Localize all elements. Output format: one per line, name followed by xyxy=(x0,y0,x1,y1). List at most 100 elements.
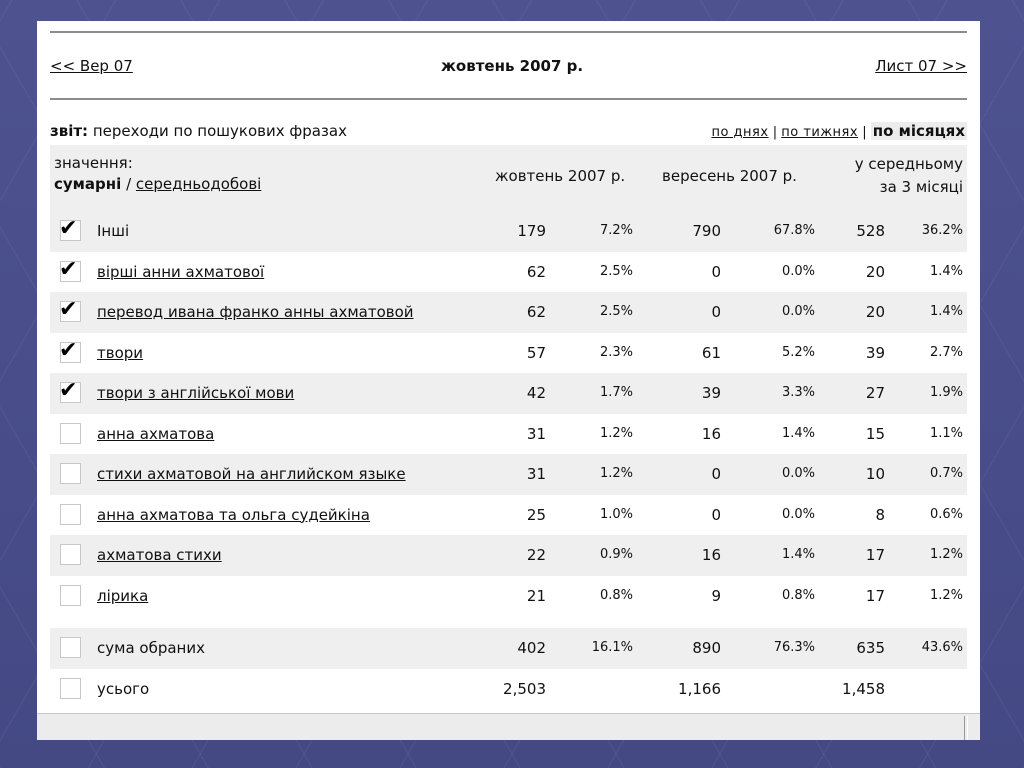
table-header: значення: сумарні / середньодобові жовте… xyxy=(50,145,967,211)
september-count: 39 xyxy=(701,384,721,402)
row-checkbox[interactable] xyxy=(60,584,81,606)
view-by-weeks-link[interactable]: по тижнях xyxy=(781,125,859,140)
october-percent: 1.2% xyxy=(599,425,633,441)
phrase-link[interactable]: стихи ахматовой на английском языке xyxy=(97,465,406,483)
phrase-link[interactable]: ахматова стихи xyxy=(97,546,222,564)
row-checkbox[interactable]: ✔ xyxy=(59,216,81,241)
average-percent: 0.7% xyxy=(929,466,963,481)
phrases-table: ✔ Інші 179 7.2% 790 67.8% 528 36.2% ✔ вірші анни … xyxy=(50,211,967,709)
table-row: ✔ вірші анни ахматової 62 2.5% 0 0.0% 20 1.4% xyxy=(50,252,967,293)
october-percent: 16.1% xyxy=(591,640,633,655)
row-checkbox[interactable]: ✔ xyxy=(59,297,81,322)
october-count: 22 xyxy=(526,546,546,564)
september-count: 790 xyxy=(692,222,721,240)
report-prefix: звіт: xyxy=(50,122,89,140)
next-month-link[interactable]: Лист 07 >> xyxy=(875,57,967,75)
september-percent: 0.8% xyxy=(781,587,815,603)
row-checkbox[interactable]: ✔ xyxy=(59,378,81,403)
row-label: усього xyxy=(97,679,150,698)
september-count: 0 xyxy=(711,505,721,524)
checkmark-icon: ✔ xyxy=(59,216,78,241)
average-count: 15 xyxy=(865,424,885,443)
average-percent: 1.4% xyxy=(929,263,963,279)
row-checkbox[interactable] xyxy=(60,544,81,565)
october-count: 21 xyxy=(526,586,546,605)
table-row: ✔ твори з англійської мови 42 1.7% 39 3.3% 27 1… xyxy=(50,373,967,414)
october-count: 31 xyxy=(526,465,546,483)
average-percent: 36.2% xyxy=(921,223,963,238)
october-count: 57 xyxy=(526,343,546,362)
october-count: 62 xyxy=(526,303,546,321)
period-switcher: по днях | по тижнях | по місяцях xyxy=(711,122,967,140)
table-row: ✔ Інші 179 7.2% 790 67.8% 528 36.2% xyxy=(50,211,967,252)
column-header-october: жовтень 2007 р. xyxy=(495,167,626,185)
september-percent: 67.8% xyxy=(773,223,815,238)
table-row: лірика 21 0.8% 9 0.8% 17 1.2% xyxy=(50,576,967,617)
values-daily-link[interactable]: середньодобові xyxy=(135,175,262,193)
october-percent: 0.9% xyxy=(599,547,633,562)
october-percent: 1.0% xyxy=(599,506,633,522)
table-row: ахматова стихи 22 0.9% 16 1.4% 17 1.2% xyxy=(50,535,967,576)
row-checkbox[interactable]: ✔ xyxy=(59,256,81,282)
october-count: 62 xyxy=(526,262,546,281)
phrase-link[interactable]: твори з англійської мови xyxy=(97,384,295,402)
resize-grip[interactable] xyxy=(964,716,968,740)
row-checkbox[interactable]: ✔ xyxy=(59,337,81,363)
october-count: 2,503 xyxy=(503,679,546,698)
average-percent: 2.7% xyxy=(929,344,963,360)
average-count: 20 xyxy=(865,303,885,321)
september-percent: 5.2% xyxy=(781,344,815,360)
average-count: 528 xyxy=(856,222,885,240)
checkmark-icon: ✔ xyxy=(59,297,78,322)
values-sum-current: сумарні xyxy=(54,175,122,193)
average-percent: 1.9% xyxy=(929,385,963,400)
row-checkbox[interactable] xyxy=(60,422,81,444)
phrase-link[interactable]: твори xyxy=(97,343,144,362)
column-header-september: вересень 2007 р. xyxy=(662,167,797,185)
row-checkbox[interactable] xyxy=(60,503,81,525)
checkmark-icon: ✔ xyxy=(59,378,78,403)
row-label: сума обраних xyxy=(97,639,205,657)
previous-month-link[interactable]: << Вер 07 xyxy=(50,57,133,75)
october-count: 31 xyxy=(526,424,546,443)
checkmark-icon: ✔ xyxy=(59,256,78,282)
phrase-link[interactable]: анна ахматова та ольга судейкіна xyxy=(97,505,370,524)
september-percent: 0.0% xyxy=(781,506,815,522)
table-row: анна ахматова та ольга судейкіна 25 1.0% 0 0… xyxy=(50,495,967,536)
september-count: 0 xyxy=(711,262,721,281)
september-percent: 0.0% xyxy=(781,466,815,481)
view-separator: | xyxy=(862,125,867,140)
current-month-title: жовтень 2007 р. xyxy=(441,57,584,75)
view-separator: | xyxy=(772,125,778,140)
average-count: 27 xyxy=(865,384,885,402)
phrase-link[interactable]: вірші анни ахматової xyxy=(97,262,265,281)
table-row: анна ахматова 31 1.2% 16 1.4% 15 1.1% xyxy=(50,414,967,455)
october-count: 25 xyxy=(526,505,546,524)
average-count: 635 xyxy=(856,639,885,657)
status-bar xyxy=(37,713,980,740)
values-mode: значення: сумарні / середньодобові xyxy=(54,153,261,195)
october-percent: 1.7% xyxy=(599,385,633,400)
average-count: 17 xyxy=(865,586,885,605)
september-percent: 1.4% xyxy=(781,425,815,441)
table-row: ✔ перевод ивана франко анны ахматовой 62 2.… xyxy=(50,292,967,333)
view-by-months-current: по місяцях xyxy=(870,122,967,140)
phrase-link[interactable]: лірика xyxy=(97,586,149,605)
checkmark-icon: ✔ xyxy=(59,337,78,363)
average-header-line1: у середньому xyxy=(854,155,963,173)
average-percent: 43.6% xyxy=(921,640,963,655)
phrase-link[interactable]: перевод ивана франко анны ахматовой xyxy=(97,303,414,321)
stats-panel: << Вер 07 жовтень 2007 р. Лист 07 >> зві… xyxy=(37,21,980,740)
view-by-days-link[interactable]: по днях xyxy=(711,125,769,140)
phrase-link[interactable]: анна ахматова xyxy=(97,424,215,443)
october-percent: 2.5% xyxy=(599,263,633,279)
september-count: 890 xyxy=(692,639,721,657)
row-checkbox[interactable] xyxy=(60,463,81,484)
row-checkbox[interactable] xyxy=(60,637,81,658)
october-count: 42 xyxy=(526,384,546,402)
summary-row: усього 2,503 1,166 1,458 xyxy=(50,669,967,710)
row-checkbox[interactable] xyxy=(60,677,81,699)
month-navigation: << Вер 07 жовтень 2007 р. Лист 07 >> xyxy=(50,31,967,100)
column-header-average: у середньому за 3 місяці xyxy=(855,153,963,199)
average-count: 1,458 xyxy=(842,679,885,698)
